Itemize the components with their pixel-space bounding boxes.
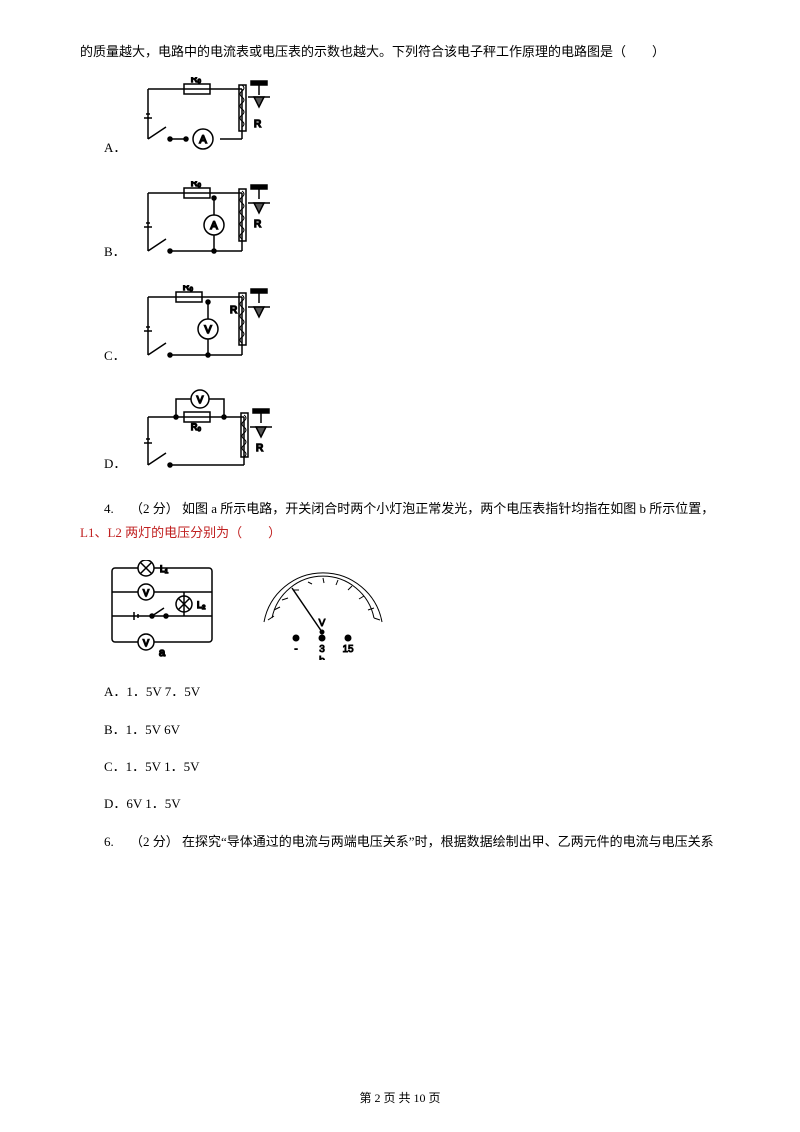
svg-text:V: V: [143, 638, 149, 648]
q4-diagram-block: L₁ V L₂ V a: [104, 560, 720, 660]
q6-points: （2 分）: [130, 834, 179, 849]
svg-text:V: V: [319, 618, 326, 629]
svg-text:V: V: [197, 395, 204, 406]
svg-text:R: R: [256, 443, 263, 454]
svg-text:3: 3: [319, 644, 325, 655]
q4-option-d: D．6V 1．5V: [104, 792, 720, 815]
circuit-diagram-d-icon: V R₀ R: [136, 389, 281, 481]
option-label: C．: [104, 344, 136, 373]
q3-stem: 的质量越大，电路中的电流表或电压表的示数也越大。下列符合该电子秤工作原理的电路图…: [80, 40, 720, 63]
q4-stem: 4. （2 分） 如图 a 所示电路，开关闭合时两个小灯泡正常发光，两个电压表指…: [104, 497, 720, 520]
svg-text:A: A: [210, 220, 218, 232]
svg-text:R₀: R₀: [183, 285, 193, 292]
q3-option-a: A． A R₀ R: [104, 77, 720, 165]
svg-text:V: V: [143, 588, 149, 598]
q4-option-b: B．1．5V 6V: [104, 718, 720, 741]
svg-text:b: b: [319, 655, 325, 660]
svg-text:R: R: [254, 219, 261, 230]
svg-text:A: A: [200, 134, 208, 146]
svg-text:15: 15: [342, 644, 354, 655]
q4-text: 如图 a 所示电路，开关闭合时两个小灯泡正常发光，两个电压表指针均指在如图 b …: [182, 501, 714, 516]
page-footer: 第 2 页 共 10 页: [0, 1088, 800, 1110]
option-label: B．: [104, 240, 136, 269]
svg-text:-: -: [294, 644, 297, 655]
footer-suffix: 页: [426, 1091, 441, 1105]
option-label: D．: [104, 452, 136, 481]
svg-text:L₂: L₂: [197, 600, 206, 610]
svg-text:a: a: [159, 647, 166, 659]
svg-text:R₀: R₀: [191, 77, 201, 84]
q4-number: 4.: [104, 501, 127, 516]
q6-text: 在探究“导体通过的电流与两端电压关系”时，根据数据绘制出甲、乙两元件的电流与电压…: [182, 834, 714, 849]
svg-text:R: R: [230, 305, 237, 316]
q3-option-c: C． R₀ V R: [104, 285, 720, 373]
footer-total: 10: [414, 1091, 426, 1105]
svg-text:R₀: R₀: [191, 181, 201, 188]
circuit-diagram-a-icon: A R₀ R: [136, 77, 281, 165]
q6-number: 6.: [104, 834, 127, 849]
circuit-diagram-c-icon: R₀ V R: [136, 285, 281, 373]
option-label: A．: [104, 136, 136, 165]
svg-text:R: R: [254, 119, 261, 130]
circuit-diagram-b-icon: R₀ A R: [136, 181, 281, 269]
q4-option-a: A．1．5V 7．5V: [104, 680, 720, 703]
footer-prefix: 第: [359, 1091, 374, 1105]
svg-text:V: V: [204, 324, 212, 336]
footer-middle: 页 共: [380, 1091, 413, 1105]
q4-voltmeter-b-icon: - 3 15 V b: [252, 560, 392, 660]
q3-option-b: B． R₀ A R: [104, 181, 720, 269]
q4-circuit-a-icon: L₁ V L₂ V a: [104, 560, 224, 660]
svg-text:R₀: R₀: [191, 422, 201, 432]
svg-text:L₁: L₁: [160, 564, 168, 574]
q3-option-d: D． V R₀ R: [104, 389, 720, 481]
q6-stem: 6. （2 分） 在探究“导体通过的电流与两端电压关系”时，根据数据绘制出甲、乙…: [104, 830, 720, 853]
q4-points: （2 分）: [130, 501, 179, 516]
q4-option-c: C．1．5V 1．5V: [104, 755, 720, 778]
page-content: 的质量越大，电路中的电流表或电压表的示数也越大。下列符合该电子秤工作原理的电路图…: [0, 0, 800, 853]
q4-stem-line2: L1、L2 两灯的电压分别为（ ）: [80, 521, 720, 544]
